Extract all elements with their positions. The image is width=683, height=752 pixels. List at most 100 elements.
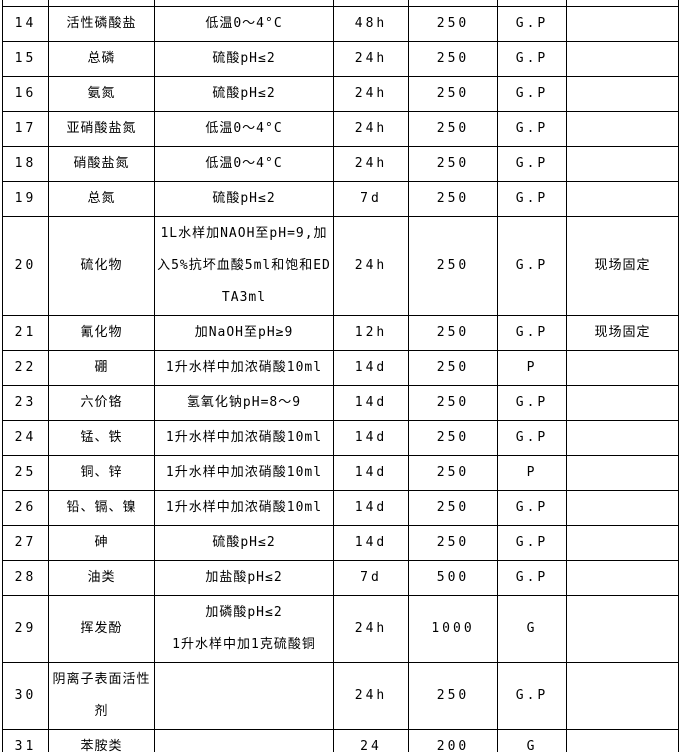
cell-name: 油类 (48, 560, 155, 596)
cell-time: 7d (333, 181, 409, 217)
cell-container: P (497, 455, 567, 491)
cell-no: 20 (2, 216, 49, 316)
cell-note: 现场固定 (566, 315, 679, 351)
cell-preservation: 1升水样中加浓硝酸10ml (154, 420, 334, 456)
cell-preservation (154, 729, 334, 752)
cell-container: G.P (497, 315, 567, 351)
cell-no: 24 (2, 420, 49, 456)
cell-no: 19 (2, 181, 49, 217)
table-body: 14 活性磷酸盐 低温0～4°C 48h 250 G.P 15 总磷 硫酸pH≤2 24h 250 G… (2, 6, 679, 752)
cell-no: 26 (2, 490, 49, 526)
cell-preservation: 加NaOH至pH≥9 (154, 315, 334, 351)
cell-time: 24h (333, 662, 409, 730)
cell-name: 铅、镉、镍 (48, 490, 155, 526)
cell-container: G.P (497, 525, 567, 561)
cell-container: G.P (497, 181, 567, 217)
cell-container: P (497, 350, 567, 386)
table-row: 26 铅、镉、镍 1升水样中加浓硝酸10ml 14d 250 G.P (2, 490, 679, 526)
cell-name: 苯胺类 (48, 729, 155, 752)
table-row: 18 硝酸盐氮 低温0～4°C 24h 250 G.P (2, 146, 679, 182)
cell-time: 14d (333, 455, 409, 491)
table-row: 21 氰化物 加NaOH至pH≥9 12h 250 G.P 现场固定 (2, 315, 679, 351)
cell-volume: 250 (408, 111, 498, 147)
cell-note (566, 111, 679, 147)
cell-name: 氰化物 (48, 315, 155, 351)
cell-name: 六价铬 (48, 385, 155, 421)
cell-time: 14d (333, 385, 409, 421)
cell-note (566, 6, 679, 42)
table-row: 22 硼 1升水样中加浓硝酸10ml 14d 250 P (2, 350, 679, 386)
cell-preservation: 加磷酸pH≤2 1升水样中加1克硫酸铜 (154, 595, 334, 663)
table-row: 14 活性磷酸盐 低温0～4°C 48h 250 G.P (2, 6, 679, 42)
cell-name: 砷 (48, 525, 155, 561)
cell-preservation: 氢氧化钠pH=8～9 (154, 385, 334, 421)
cell-time: 48h (333, 6, 409, 42)
cell-name: 挥发酚 (48, 595, 155, 663)
cell-no: 22 (2, 350, 49, 386)
cell-time: 24h (333, 216, 409, 316)
cell-preservation: 硫酸pH≤2 (154, 181, 334, 217)
cell-preservation: 低温0～4°C (154, 146, 334, 182)
cell-volume: 1000 (408, 595, 498, 663)
cell-volume: 250 (408, 455, 498, 491)
cell-time: 14d (333, 350, 409, 386)
table-row: 27 砷硫酸pH≤2 14d 250 G.P (2, 525, 679, 561)
cell-time: 24h (333, 76, 409, 112)
table-row: 29 挥发酚 加磷酸pH≤2 1升水样中加1克硫酸铜 24h 1000 G (2, 595, 679, 663)
cell-note (566, 146, 679, 182)
cell-preservation: 低温0～4°C (154, 6, 334, 42)
table-row: 31 苯胺类 24 200 G (2, 729, 679, 752)
cell-note: 现场固定 (566, 216, 679, 316)
cell-volume: 250 (408, 420, 498, 456)
cell-preservation: 1升水样中加浓硝酸10ml (154, 350, 334, 386)
cell-no: 18 (2, 146, 49, 182)
cell-volume: 250 (408, 146, 498, 182)
cell-no: 31 (2, 729, 49, 752)
cell-no: 25 (2, 455, 49, 491)
cell-preservation (154, 662, 334, 730)
cell-volume: 250 (408, 315, 498, 351)
cell-note (566, 76, 679, 112)
cell-preservation: 低温0～4°C (154, 111, 334, 147)
cell-preservation: 1升水样中加浓硝酸10ml (154, 490, 334, 526)
cell-note (566, 662, 679, 730)
cell-note (566, 490, 679, 526)
cell-container: G.P (497, 111, 567, 147)
cell-time: 24h (333, 146, 409, 182)
cell-container: G.P (497, 41, 567, 77)
cell-volume: 250 (408, 490, 498, 526)
cell-name: 阴离子表面活性剂 (48, 662, 155, 730)
cell-note (566, 525, 679, 561)
cell-no: 15 (2, 41, 49, 77)
cell-note (566, 181, 679, 217)
cell-container: G.P (497, 420, 567, 456)
table-row: 30 阴离子表面活性剂 24h 250 G.P (2, 662, 679, 730)
cell-preservation: 1升水样中加浓硝酸10ml (154, 455, 334, 491)
cell-name: 总氮 (48, 181, 155, 217)
table-row: 20 硫化物 1L水样加NAOH至pH=9,加入5%抗坏血酸5ml和饱和EDTA3m… (2, 216, 679, 316)
cell-volume: 200 (408, 729, 498, 752)
cell-no: 30 (2, 662, 49, 730)
cell-volume: 250 (408, 216, 498, 316)
cell-time: 12h (333, 315, 409, 351)
cell-volume: 250 (408, 41, 498, 77)
cell-preservation: 硫酸pH≤2 (154, 76, 334, 112)
cell-name: 总磷 (48, 41, 155, 77)
cell-no: 14 (2, 6, 49, 42)
cell-name: 硝酸盐氮 (48, 146, 155, 182)
cell-preservation: 硫酸pH≤2 (154, 41, 334, 77)
cell-container: G.P (497, 560, 567, 596)
cell-container: G.P (497, 76, 567, 112)
table-row: 17 亚硝酸盐氮 低温0～4°C 24h 250 G.P (2, 111, 679, 147)
cell-no: 16 (2, 76, 49, 112)
cell-name: 铜、锌 (48, 455, 155, 491)
cell-note (566, 729, 679, 752)
cell-volume: 250 (408, 181, 498, 217)
table-row: 15 总磷 硫酸pH≤2 24h 250 G.P (2, 41, 679, 77)
table-row: 16 氨氮 硫酸pH≤2 24h 250 G.P (2, 76, 679, 112)
cell-time: 24h (333, 41, 409, 77)
cell-name: 硼 (48, 350, 155, 386)
cell-container: G.P (497, 490, 567, 526)
cell-note (566, 420, 679, 456)
